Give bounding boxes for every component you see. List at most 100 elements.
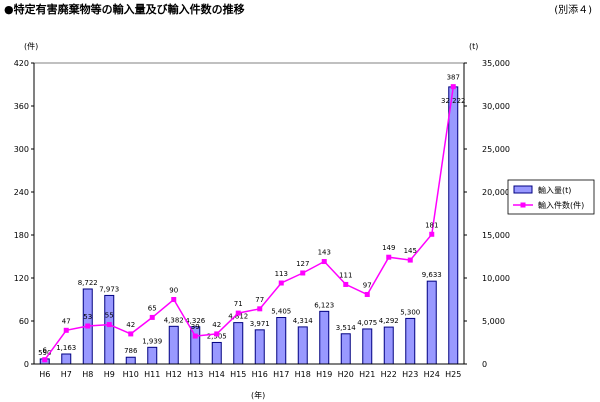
- line-point: [192, 333, 198, 339]
- line-point: [106, 322, 112, 328]
- y-left-tick-label: 300: [14, 145, 29, 154]
- x-tick-label: H10: [123, 370, 139, 379]
- legend-box: [507, 179, 595, 215]
- line-point: [257, 306, 263, 312]
- bar-value-label: 6,123: [314, 301, 334, 309]
- y-right-tick-label: 5,000: [482, 317, 505, 326]
- bar-value-label: 3,971: [250, 320, 270, 328]
- point-value-label: 149: [382, 244, 395, 252]
- bar-value-label: 8,722: [78, 279, 98, 287]
- line-point: [171, 297, 177, 302]
- line-point: [429, 231, 435, 237]
- line-point: [386, 254, 392, 260]
- y-left-tick-label: 240: [14, 188, 29, 197]
- line-point: [85, 323, 91, 329]
- bar: [125, 356, 136, 365]
- plot-frame: [33, 62, 465, 365]
- legend-swatch-marker: [520, 202, 526, 208]
- bar-value-label: 4,812: [228, 313, 248, 321]
- bar-value-label: 32,222: [441, 97, 466, 105]
- point-value-label: 181: [425, 221, 438, 229]
- x-tick-label: H21: [359, 370, 375, 379]
- point-value-label: 42: [126, 321, 135, 329]
- line-series: 6 47 53 55 42 65 90 39 42 71 77 113 127 143 111 97 149 14…: [42, 74, 460, 363]
- x-tick-label: H15: [230, 370, 246, 379]
- point-value-label: 39: [191, 323, 200, 331]
- x-tick-label: H13: [187, 370, 203, 379]
- point-value-label: 65: [148, 304, 157, 312]
- x-tick-label: H25: [445, 370, 461, 379]
- bar: [147, 346, 158, 365]
- bar-value-label: 1,939: [142, 337, 162, 345]
- attachment-note: (別添４): [554, 5, 592, 16]
- bar-value-label: 4,326: [185, 317, 206, 325]
- line-point: [278, 280, 284, 286]
- y-right-tick-label: 15,000: [482, 231, 510, 240]
- x-tick-label: H8: [82, 370, 93, 379]
- point-value-label: 97: [363, 281, 372, 289]
- x-tick-label: H6: [39, 370, 50, 379]
- x-tick-label: H17: [273, 370, 289, 379]
- x-tick-label: H7: [61, 370, 72, 379]
- line-point: [235, 310, 241, 316]
- x-axis-label: (年): [251, 390, 265, 400]
- x-tick-label: H16: [252, 370, 268, 379]
- x-tick-label: H20: [338, 370, 354, 379]
- point-value-label: 90: [169, 287, 178, 295]
- line-point: [364, 291, 370, 297]
- y-right-tick-label: 0: [482, 360, 487, 369]
- bar: [233, 322, 244, 365]
- line-point: [321, 259, 327, 265]
- y-right-tick-label: 20,000: [482, 188, 510, 197]
- x-tick-label: H22: [381, 370, 397, 379]
- bar: [254, 329, 265, 365]
- legend-label-import-count: 輸入件数(件): [538, 200, 584, 210]
- line-point: [128, 331, 134, 337]
- bar-value-label: 4,382: [164, 316, 184, 324]
- bar: [426, 280, 437, 365]
- y-left-tick-label: 360: [14, 102, 29, 111]
- y-left-tick-label: 60: [19, 317, 29, 326]
- y-right-unit: (t): [469, 42, 478, 51]
- plot-area: [33, 62, 465, 365]
- bar-value-label: 7,973: [99, 285, 119, 293]
- legend-swatch-bar: [513, 185, 533, 194]
- x-tick-label: H14: [209, 370, 225, 379]
- line-point: [63, 327, 69, 333]
- line-point: [407, 257, 413, 263]
- y-left-tick-label: 420: [14, 59, 29, 68]
- y-left-tick-label: 120: [14, 274, 29, 283]
- bar-value-label: 786: [124, 347, 138, 355]
- y-left-tick-label: 180: [14, 231, 29, 240]
- bar: [211, 341, 222, 365]
- bar-value-label: 5,405: [271, 308, 291, 316]
- legend: 輸入量(t) 輸入件数(件): [507, 179, 595, 215]
- bar: [383, 326, 394, 365]
- bar: [362, 328, 373, 365]
- x-tick-label: H12: [166, 370, 182, 379]
- y-left-unit: (件): [24, 41, 38, 51]
- line-point: [450, 84, 456, 90]
- point-value-label: 143: [318, 249, 331, 257]
- point-value-label: 71: [234, 300, 243, 308]
- bar-value-label: 590: [38, 349, 51, 357]
- bar: [340, 333, 351, 365]
- y-right-tick-label: 10,000: [482, 274, 510, 283]
- point-value-label: 42: [212, 321, 221, 329]
- bar: [168, 325, 179, 365]
- y-left-tick-label: 0: [24, 360, 29, 369]
- x-tick-label: H9: [104, 370, 115, 379]
- x-tick-label: H24: [424, 370, 440, 379]
- point-value-label: 113: [275, 270, 288, 278]
- bar-value-label: 1,163: [56, 344, 76, 352]
- point-value-label: 6: [43, 347, 48, 355]
- point-value-label: 55: [105, 312, 114, 320]
- point-value-label: 111: [339, 271, 352, 279]
- line-point: [42, 357, 48, 363]
- bar: [448, 86, 459, 365]
- bar-value-label: 3,514: [336, 324, 357, 332]
- point-value-label: 53: [83, 313, 92, 321]
- line-point: [149, 314, 155, 320]
- point-value-label: 145: [404, 247, 417, 255]
